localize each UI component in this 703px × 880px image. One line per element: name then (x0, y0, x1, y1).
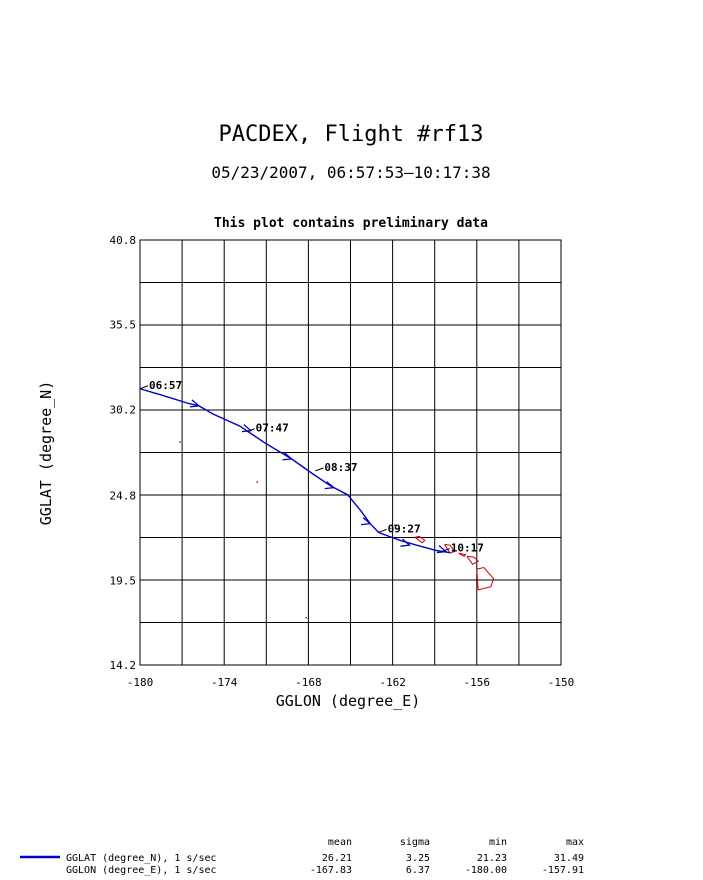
time-label-tick (315, 467, 324, 472)
time-label-tick (246, 428, 255, 433)
stats-value: 31.49 (554, 853, 584, 864)
island-dot (256, 481, 258, 483)
stats-value: 3.25 (406, 853, 430, 864)
x-tick-label: -168 (295, 676, 322, 689)
x-tick-label: -180 (127, 676, 154, 689)
direction-arrow (189, 399, 201, 408)
x-tick-label: -174 (211, 676, 238, 689)
y-tick-label: 30.2 (110, 403, 137, 416)
y-tick-label: 35.5 (110, 319, 137, 332)
y-tick-label: 19.5 (110, 574, 137, 587)
x-tick-label: -162 (379, 676, 406, 689)
direction-arrow (282, 452, 294, 461)
stats-value: -157.91 (542, 865, 584, 876)
time-label-tick (378, 528, 387, 533)
stats-row-label: GGLAT (degree_N), 1 s/sec (66, 853, 217, 864)
time-labels: 06:57 07:47 08:37 09:27 10:17 (139, 379, 484, 555)
island-outline (414, 535, 426, 544)
y-tick-label: 40.8 (110, 234, 137, 247)
direction-arrow (436, 545, 448, 554)
time-label: 06:57 (149, 379, 182, 392)
stats-header: max (566, 837, 584, 848)
x-tick-labels: -180 -174 -168 -162 -156 -150 (127, 676, 575, 689)
hawaii-islands (179, 441, 495, 619)
direction-arrow (324, 481, 336, 490)
time-label-tick (441, 548, 450, 553)
stats-value: 21.23 (477, 853, 507, 864)
time-label: 07:47 (256, 422, 289, 435)
x-tick-label: -150 (548, 676, 575, 689)
island-outline (458, 552, 467, 557)
y-tick-label: 14.2 (110, 659, 137, 672)
time-label-tick (139, 385, 149, 390)
chart-subtitle: 05/23/2007, 06:57:53–10:17:38 (211, 163, 490, 182)
stats-header: min (489, 837, 507, 848)
stats-value: 26.21 (322, 853, 352, 864)
x-tick-label: -156 (464, 676, 491, 689)
stats-table: mean sigma min max GGLAT (degree_N), 1 s/sec… (20, 837, 584, 876)
preliminary-note: This plot contains preliminary data (214, 216, 488, 231)
stats-value: 6.37 (406, 865, 430, 876)
direction-arrows (189, 399, 448, 554)
plot-grid (139, 239, 562, 666)
stats-row-label: GGLON (degree_E), 1 s/sec (66, 865, 217, 876)
direction-arrow (400, 538, 411, 547)
x-axis-label: GGLON (degree_E) (276, 692, 421, 710)
direction-arrow (361, 517, 372, 526)
stats-value: -167.83 (310, 865, 352, 876)
y-tick-labels: 14.2 19.5 24.8 30.2 35.5 40.8 (110, 234, 137, 672)
y-axis-label: GGLAT (degree_N) (37, 381, 55, 526)
time-label: 08:37 (324, 461, 357, 474)
island-dot (394, 524, 396, 526)
time-label: 09:27 (388, 522, 421, 535)
island-outline (444, 543, 456, 554)
island-outline (476, 566, 495, 591)
island-outline (466, 555, 480, 566)
island-dot (305, 617, 308, 619)
island-dot (179, 441, 181, 443)
chart-title: PACDEX, Flight #rf13 (219, 122, 484, 147)
stats-value: -180.00 (465, 865, 507, 876)
stats-header: mean (328, 837, 352, 848)
time-label: 10:17 (451, 542, 484, 555)
y-tick-label: 24.8 (110, 490, 137, 503)
stats-header: sigma (400, 837, 430, 848)
